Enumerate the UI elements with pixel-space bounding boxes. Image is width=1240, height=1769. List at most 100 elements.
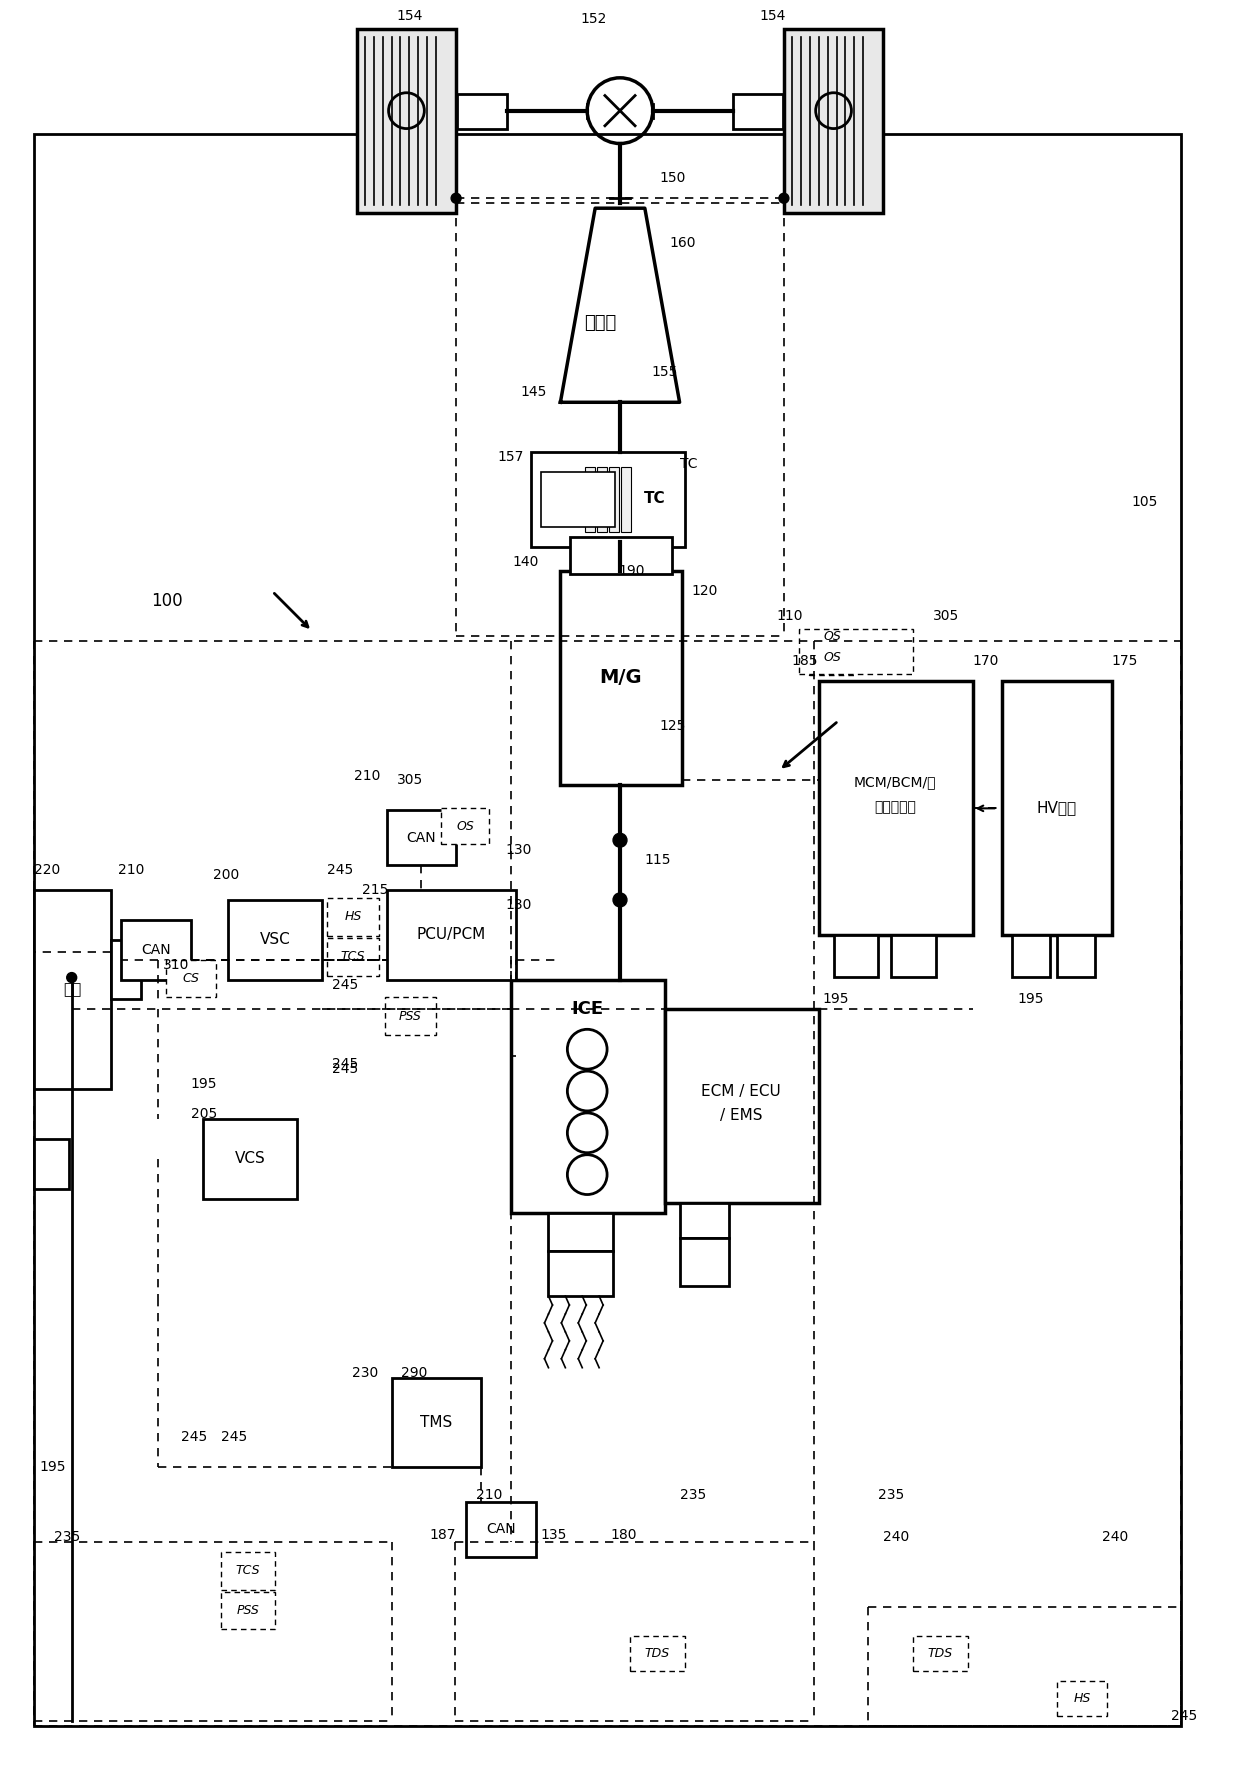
Text: 245: 245 — [332, 1061, 358, 1076]
Text: 195: 195 — [1017, 992, 1044, 1007]
Text: 变速器: 变速器 — [584, 313, 616, 331]
Text: 235: 235 — [878, 1488, 904, 1502]
Text: MCM/BCM/电: MCM/BCM/电 — [854, 775, 936, 789]
FancyBboxPatch shape — [228, 900, 322, 980]
FancyBboxPatch shape — [560, 571, 682, 785]
Polygon shape — [560, 209, 680, 402]
FancyBboxPatch shape — [221, 1551, 275, 1590]
Text: ECM / ECU: ECM / ECU — [702, 1084, 781, 1099]
Circle shape — [451, 193, 461, 203]
FancyBboxPatch shape — [680, 1203, 729, 1238]
Text: 154: 154 — [759, 9, 785, 23]
Text: 187: 187 — [429, 1528, 456, 1543]
FancyBboxPatch shape — [166, 959, 216, 998]
Text: CAN: CAN — [407, 831, 436, 846]
Text: 215: 215 — [362, 883, 388, 897]
FancyBboxPatch shape — [799, 630, 913, 674]
Text: HS: HS — [1074, 1693, 1090, 1705]
Text: 140: 140 — [512, 554, 539, 568]
Text: 200: 200 — [213, 869, 239, 883]
FancyBboxPatch shape — [833, 934, 878, 976]
FancyBboxPatch shape — [327, 938, 378, 975]
FancyBboxPatch shape — [392, 1378, 481, 1467]
Text: 305: 305 — [932, 609, 959, 623]
FancyBboxPatch shape — [570, 536, 672, 575]
Circle shape — [67, 973, 77, 982]
FancyBboxPatch shape — [630, 1636, 684, 1672]
FancyBboxPatch shape — [122, 920, 191, 980]
Text: VCS: VCS — [234, 1152, 265, 1166]
FancyBboxPatch shape — [203, 1118, 298, 1199]
Text: 152: 152 — [580, 12, 606, 27]
Text: 190: 190 — [618, 564, 645, 578]
FancyBboxPatch shape — [1056, 934, 1095, 976]
FancyBboxPatch shape — [892, 934, 936, 976]
Text: 车厢: 车厢 — [63, 982, 82, 998]
Text: 105: 105 — [1132, 495, 1158, 509]
FancyBboxPatch shape — [548, 1214, 613, 1251]
Text: 110: 110 — [776, 609, 802, 623]
Text: 195: 195 — [191, 1077, 217, 1091]
Text: 245: 245 — [181, 1431, 207, 1444]
FancyBboxPatch shape — [441, 808, 489, 844]
FancyBboxPatch shape — [1056, 1681, 1107, 1716]
Text: 290: 290 — [402, 1366, 428, 1380]
Text: PSS: PSS — [399, 1010, 422, 1022]
FancyBboxPatch shape — [221, 1592, 275, 1629]
Text: 180: 180 — [610, 1528, 636, 1543]
Text: 170: 170 — [972, 655, 999, 669]
FancyBboxPatch shape — [784, 28, 883, 214]
FancyBboxPatch shape — [733, 94, 782, 129]
FancyBboxPatch shape — [680, 1238, 729, 1286]
Text: OS: OS — [823, 630, 842, 642]
Text: TCS: TCS — [236, 1564, 260, 1578]
Text: 310: 310 — [164, 957, 190, 971]
Text: 145: 145 — [521, 386, 547, 400]
FancyBboxPatch shape — [1002, 681, 1112, 934]
Text: 157: 157 — [497, 449, 525, 463]
FancyBboxPatch shape — [818, 681, 972, 934]
FancyBboxPatch shape — [33, 1139, 68, 1189]
Text: 154: 154 — [397, 9, 423, 23]
Text: VSC: VSC — [259, 932, 290, 946]
Text: 245: 245 — [332, 1058, 358, 1072]
FancyBboxPatch shape — [913, 1636, 967, 1672]
Text: CAN: CAN — [141, 943, 171, 957]
Text: 120: 120 — [692, 584, 718, 598]
Text: TDS: TDS — [928, 1647, 952, 1661]
Text: 305: 305 — [397, 773, 423, 787]
FancyBboxPatch shape — [112, 939, 141, 999]
Text: 175: 175 — [1112, 655, 1138, 669]
Text: 210: 210 — [476, 1488, 502, 1502]
Text: PCU/PCM: PCU/PCM — [417, 927, 486, 943]
Text: 100: 100 — [151, 593, 182, 610]
Text: 125: 125 — [660, 718, 686, 732]
FancyBboxPatch shape — [387, 810, 456, 865]
Text: 210: 210 — [353, 768, 381, 782]
Text: 130: 130 — [506, 844, 532, 858]
Text: TC: TC — [644, 492, 666, 506]
FancyBboxPatch shape — [327, 899, 378, 936]
FancyBboxPatch shape — [609, 467, 619, 532]
FancyBboxPatch shape — [665, 1010, 818, 1203]
FancyBboxPatch shape — [585, 467, 595, 532]
Text: 245: 245 — [221, 1431, 247, 1444]
FancyBboxPatch shape — [33, 133, 1182, 1727]
Text: OS: OS — [823, 651, 842, 663]
Text: CS: CS — [182, 971, 200, 985]
FancyBboxPatch shape — [541, 472, 615, 527]
FancyBboxPatch shape — [621, 467, 631, 532]
Text: 115: 115 — [645, 853, 671, 867]
Circle shape — [779, 193, 789, 203]
Text: 210: 210 — [118, 863, 145, 877]
FancyBboxPatch shape — [1012, 934, 1050, 976]
FancyBboxPatch shape — [33, 890, 112, 1090]
Circle shape — [613, 893, 627, 907]
Text: 185: 185 — [792, 655, 818, 669]
FancyBboxPatch shape — [458, 94, 507, 129]
FancyBboxPatch shape — [598, 467, 608, 532]
Text: HV电池: HV电池 — [1037, 800, 1078, 816]
Text: 195: 195 — [40, 1459, 67, 1474]
Text: 245: 245 — [332, 978, 358, 992]
Text: 245: 245 — [327, 863, 353, 877]
